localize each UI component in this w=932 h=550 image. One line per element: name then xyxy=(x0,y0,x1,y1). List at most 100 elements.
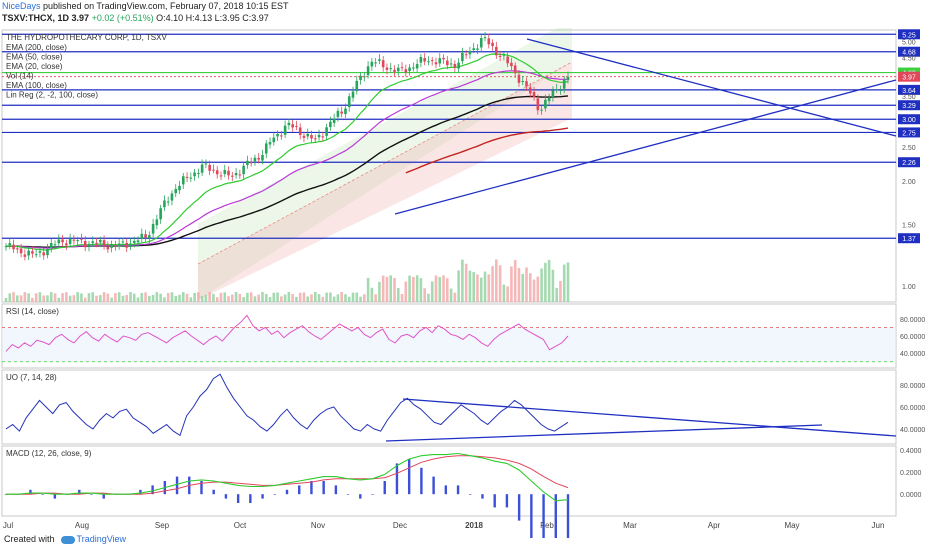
candle-body xyxy=(506,56,509,64)
price-pane xyxy=(1,29,897,303)
candle-body xyxy=(197,173,200,175)
candle-body xyxy=(34,254,38,256)
linreg-lower-band xyxy=(198,62,572,300)
volume-bar xyxy=(95,295,98,302)
volume-bar xyxy=(438,277,442,302)
candle-body xyxy=(559,90,562,92)
candle-body xyxy=(68,238,72,244)
volume-bar xyxy=(336,294,340,302)
candle-body xyxy=(517,74,521,83)
volume-bar xyxy=(340,292,343,302)
volume-bar xyxy=(547,259,551,302)
indicator-lines: 80.0000 60.0000 40.0000 80.0000 60.0000 40.00… xyxy=(2,314,925,550)
x-tick-label: 2018 xyxy=(465,521,483,530)
candle-body xyxy=(283,125,287,135)
volume-bar xyxy=(110,297,113,302)
volume-bar xyxy=(491,266,494,302)
legend-item: Vol (14) xyxy=(6,72,34,81)
candle-body xyxy=(310,135,313,139)
x-tick-label: Jun xyxy=(872,521,885,530)
volume-bar xyxy=(381,275,385,302)
volume-bar xyxy=(42,295,46,302)
candle-body xyxy=(106,246,110,250)
macd-hist-bar xyxy=(530,494,533,543)
volume-bar xyxy=(506,286,509,302)
chart-frame[interactable]: 80.0000 60.0000 40.0000 80.0000 60.0000 40.00… xyxy=(0,20,932,550)
volume-bar xyxy=(163,297,166,302)
candle-body xyxy=(140,233,144,239)
volume-bar xyxy=(317,294,321,302)
volume-bar xyxy=(144,292,147,302)
candle-body xyxy=(215,170,219,175)
legend-item: Lin Reg (2, -2, 100, close) xyxy=(6,91,98,100)
candle-body xyxy=(200,164,204,173)
macd-hist-bar xyxy=(346,494,350,495)
price-tag xyxy=(898,100,920,111)
volume-bar xyxy=(479,277,483,302)
volume-bar xyxy=(129,292,132,302)
rsi-line xyxy=(5,314,569,352)
candle-body xyxy=(321,136,325,138)
uo-tick: 60.0000 xyxy=(900,405,925,412)
candle-body xyxy=(566,76,570,81)
volume-bar xyxy=(61,293,64,302)
volume-bar xyxy=(332,296,336,302)
volume-bars xyxy=(4,259,570,302)
candle-body xyxy=(336,110,340,117)
candle-body xyxy=(42,252,46,256)
volume-bar xyxy=(34,293,38,302)
volume-bar xyxy=(53,293,57,302)
volume-bar xyxy=(363,294,366,302)
price-tag xyxy=(898,157,920,168)
candle-body xyxy=(159,208,162,220)
candle-body xyxy=(144,234,147,238)
price-axis: 5.254.684.083.643.293.002.752.261.373.97… xyxy=(898,29,920,291)
volume-bar xyxy=(487,274,491,302)
volume-bar xyxy=(46,295,49,302)
candle-body xyxy=(257,157,261,160)
candle-body xyxy=(476,48,479,50)
volume-bar xyxy=(57,297,61,302)
volume-bar xyxy=(476,274,479,302)
volume-bar xyxy=(276,292,279,302)
candle-body xyxy=(121,241,125,243)
candle-body xyxy=(547,97,551,102)
candle-body xyxy=(208,164,211,171)
legend-item: EMA (50, close) xyxy=(6,53,63,62)
macd-hist-bar xyxy=(212,489,215,495)
volume-bar xyxy=(313,292,317,302)
volume-bar xyxy=(329,292,332,302)
volume-bar xyxy=(114,293,117,302)
candle-body xyxy=(83,241,87,248)
volume-bar xyxy=(272,292,276,302)
volume-bar xyxy=(366,277,370,302)
volume-bar xyxy=(464,263,468,302)
candle-body xyxy=(510,62,513,67)
candle-body xyxy=(457,62,460,69)
macd-label: MACD (12, 26, close, 9) xyxy=(6,449,92,458)
tradingview-link[interactable]: TradingView xyxy=(76,534,127,544)
volume-bar xyxy=(374,294,377,302)
macd-hist-bar xyxy=(542,494,545,550)
candle-body xyxy=(430,60,434,62)
price-tag xyxy=(898,46,920,57)
macd-hist-bar xyxy=(505,494,509,508)
candle-body xyxy=(340,111,343,114)
macd-hist-bar xyxy=(90,494,93,495)
chart-svg[interactable]: 80.0000 60.0000 40.0000 80.0000 60.0000 40.00… xyxy=(0,20,932,550)
candle-body xyxy=(151,223,155,234)
volume-bar xyxy=(166,292,170,302)
candle-body xyxy=(374,62,377,64)
candle-body xyxy=(57,239,61,244)
uo-pane xyxy=(1,369,897,445)
candle-body xyxy=(114,245,117,247)
author-link[interactable]: NiceDays xyxy=(2,1,41,11)
candle-body xyxy=(446,60,449,66)
candle-body xyxy=(408,67,411,72)
candle-body xyxy=(136,240,140,243)
candle-body xyxy=(185,176,189,178)
candle-body xyxy=(272,137,276,143)
candle-body xyxy=(419,56,423,63)
macd-hist-bar xyxy=(322,481,325,495)
y-tick-label: 1.00 xyxy=(902,284,916,291)
